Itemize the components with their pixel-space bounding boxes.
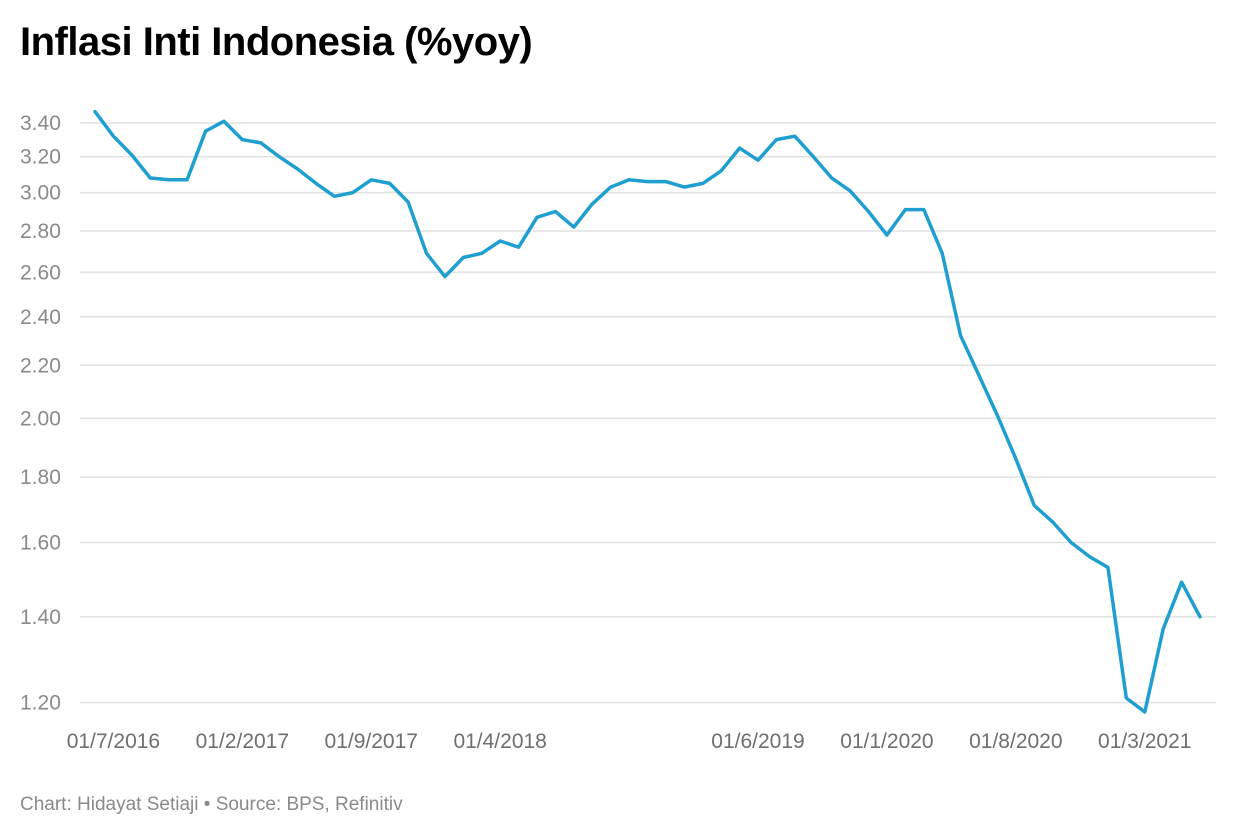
y-tick-label: 2.00	[20, 407, 61, 430]
footer-source: Source: BPS, Refinitiv	[215, 794, 403, 815]
x-tick-label: 01/4/2018	[453, 730, 546, 753]
gridlines	[80, 122, 1216, 704]
y-tick-label: 2.40	[20, 306, 61, 329]
chart-footer: Chart: Hidayat Setiaji • Source: BPS, Re…	[20, 794, 403, 816]
y-tick-label: 2.60	[20, 261, 61, 284]
x-tick-label: 01/7/2016	[67, 730, 160, 753]
y-tick-label: 3.40	[20, 112, 61, 135]
x-axis-ticks: 01/7/2016 01/2/2017 01/9/2017 01/4/2018 01/6…	[67, 730, 1192, 753]
x-tick-label: 01/3/2021	[1098, 730, 1191, 753]
x-tick-label: 01/2/2017	[196, 730, 289, 753]
y-tick-label: 3.00	[20, 182, 61, 205]
y-tick-label: 1.60	[20, 532, 61, 555]
y-tick-label: 3.20	[20, 146, 61, 169]
chart-title: Inflasi Inti Indonesia (%yoy)	[20, 20, 533, 64]
footer-credit: Chart: Hidayat Setiaji	[20, 794, 199, 815]
x-tick-label: 01/9/2017	[325, 730, 418, 753]
y-tick-label: 2.20	[20, 354, 61, 377]
x-tick-label: 01/8/2020	[969, 730, 1062, 753]
series-line	[93, 109, 1202, 714]
y-tick-label: 2.80	[20, 220, 61, 243]
y-axis-ticks: 1.20 1.40 1.60 1.80 2.00 2.20 2.40 2.60 2.80 3.00…	[20, 112, 61, 715]
x-tick-label: 01/1/2020	[840, 730, 933, 753]
y-tick-label: 1.40	[20, 606, 61, 629]
x-tick-label: 01/6/2019	[711, 730, 804, 753]
y-tick-label: 1.20	[20, 692, 61, 715]
y-tick-label: 1.80	[20, 466, 61, 489]
series-layer	[93, 109, 1202, 714]
footer-separator: •	[203, 794, 211, 815]
